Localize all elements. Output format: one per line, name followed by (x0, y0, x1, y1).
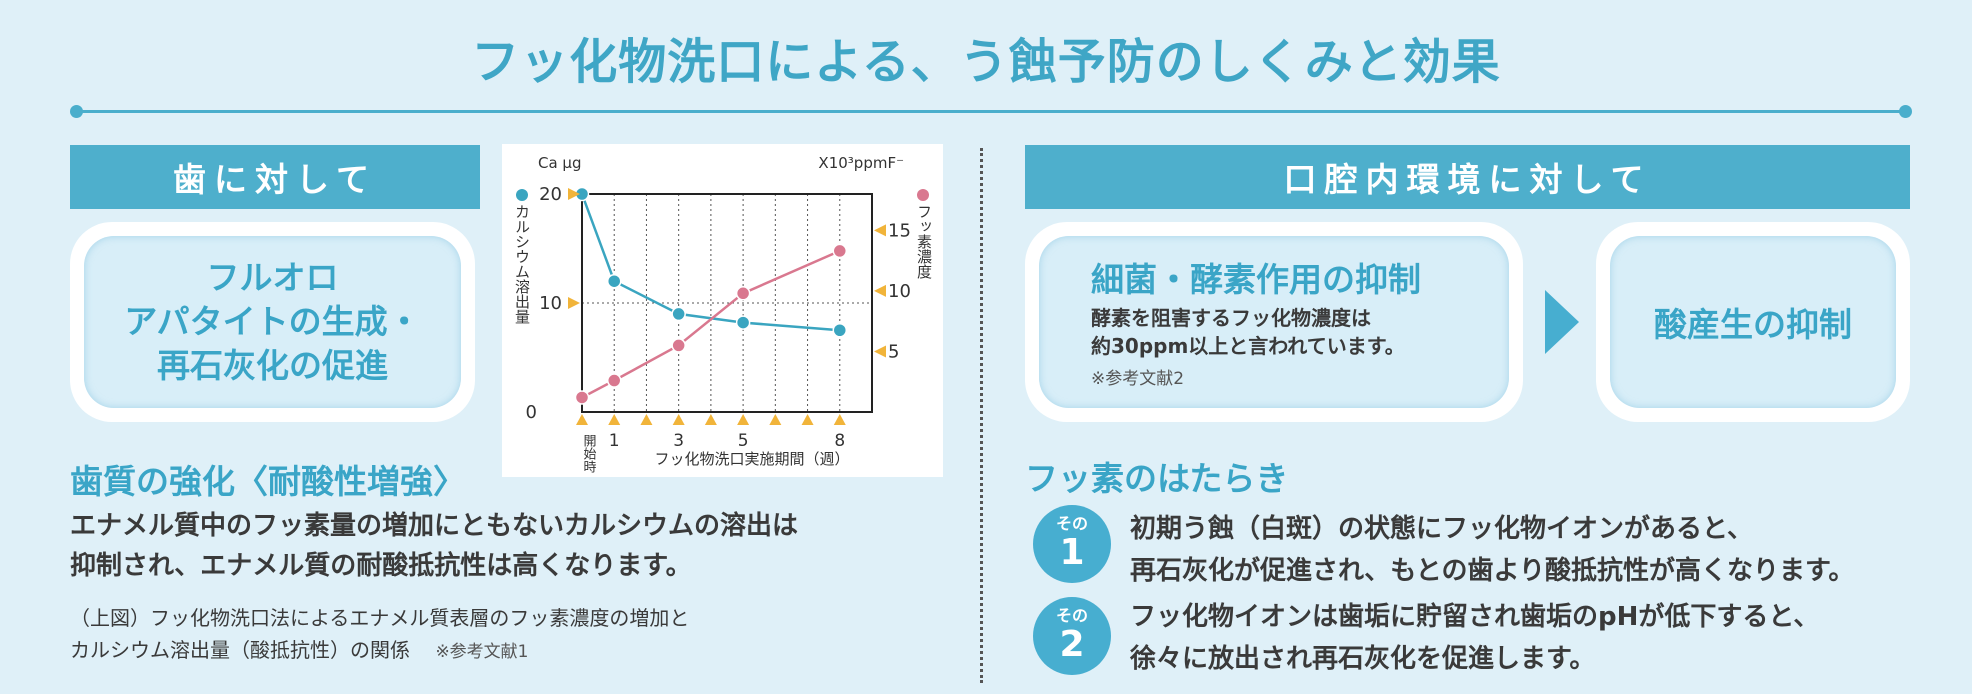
subheading-fluoride-role: フッ素のはたらき (1025, 459, 1289, 498)
week-marker (801, 414, 814, 425)
bubble-line: 約30ppm以上と言われています。 (1091, 333, 1405, 358)
data-point (832, 323, 848, 338)
y-left-tick-label: 10 (539, 293, 562, 314)
item-line: フッ化物イオンは歯垢に貯留され歯垢のpHが低下すると、 (1130, 602, 1820, 632)
divider-dot-left (70, 105, 83, 118)
bubble-line: 酵素を阻害するフッ化物濃度は (1091, 305, 1371, 330)
section-header-teeth: 歯に対して (70, 145, 480, 209)
tick-marker (568, 297, 580, 309)
week-marker (640, 414, 653, 425)
section-divider (980, 148, 983, 683)
y-left-tick-label: 20 (539, 184, 562, 205)
data-point (671, 338, 686, 353)
x-tick-label: 5 (738, 431, 749, 451)
right-unit-label: X10³ppmF⁻ (818, 154, 904, 172)
data-point (606, 373, 622, 388)
week-marker (576, 414, 588, 425)
bubble-title: 酸産生の抑制 (1654, 305, 1852, 344)
bubble-line: アパタイトの生成・ (124, 302, 421, 341)
data-point (671, 306, 686, 322)
y-left-tick-0: 0 (526, 402, 537, 423)
badge-number: 1 (1059, 532, 1085, 573)
x-tick-label: 8 (834, 431, 845, 451)
tick-marker (874, 284, 886, 297)
week-marker (769, 414, 782, 425)
item-badge-1: その 1 (1033, 505, 1111, 583)
arrow-right-icon (1545, 290, 1579, 354)
item-line: 再石灰化が促進され、もとの歯より酸抵抗性が高くなります。 (1130, 556, 1855, 586)
week-marker (608, 414, 621, 425)
week-marker (704, 414, 717, 425)
week-marker (833, 414, 846, 425)
reference-note: ※参考文献2 (1091, 368, 1185, 389)
data-point (735, 315, 751, 330)
description-line: 抑制され、エナメル質の耐酸抵抗性は高くなります。 (70, 551, 692, 581)
enamel-description: エナメル質中のフッ素量の増加にともないカルシウムの溶出は 抑制され、エナメル質の… (70, 506, 950, 586)
calcium-fluoride-chart: 20 10 15 10 5 1 3 5 8 Ca μg X10³ppmF⁻ 0 フッ化物洗口実施… (513, 154, 933, 473)
left-unit-label: Ca μg (538, 154, 582, 172)
reference-note: ※参考文献1 (435, 642, 529, 662)
y-right-tick-label: 15 (888, 220, 911, 241)
left-axis-label: カルシウム溶出量 (513, 204, 531, 324)
bubble-acid-suppression: 酸産生の抑制 (1596, 222, 1910, 422)
data-point (606, 273, 622, 289)
badge-label: その (1055, 514, 1088, 533)
subheading-enamel: 歯質の強化〈耐酸性増強〉 (70, 462, 466, 501)
data-point (832, 243, 848, 259)
caption-line: （上図）フッ化物洗口法によるエナメル質表層のフッ素濃度の増加と (70, 606, 690, 630)
fluoride-legend-dot (917, 189, 929, 201)
tick-marker (568, 188, 580, 200)
bubble-bacteria-enzyme: 細菌・酵素作用の抑制 酵素を阻害するフッ化物濃度は 約30ppm以上と言われてい… (1025, 222, 1523, 422)
data-point (574, 390, 590, 405)
tick-marker (874, 345, 886, 358)
item-line: 初期う蝕（白斑）の状態にフッ化物イオンがあると、 (1130, 514, 1753, 544)
week-marker (737, 414, 750, 425)
bubble-line: フルオロ (206, 258, 339, 297)
x-start-label: 開始時 (581, 434, 597, 473)
item-line: 徐々に放出され再石灰化を促進します。 (1130, 644, 1596, 674)
badge-label: その (1055, 606, 1088, 625)
plot-frame (581, 193, 873, 413)
caption-line: カルシウム溶出量（酸抵抗性）の関係 (70, 638, 410, 662)
item-text-1: 初期う蝕（白斑）の状態にフッ化物イオンがあると、 再石灰化が促進され、もとの歯よ… (1130, 508, 1930, 592)
description-line: エナメル質中のフッ素量の増加にともないカルシウムの溶出は (70, 511, 799, 541)
bubble-fluoroapatite: フルオロ アパタイトの生成・ 再石灰化の促進 (70, 222, 475, 422)
bubble-line: 再石灰化の促進 (157, 346, 388, 385)
chart-panel: 20 10 15 10 5 1 3 5 8 Ca μg X10³ppmF⁻ 0 フッ化物洗口実施… (502, 144, 943, 477)
chart-caption: （上図）フッ化物洗口法によるエナメル質表層のフッ素濃度の増加と カルシウム溶出量… (70, 602, 950, 668)
y-right-tick-label: 5 (888, 341, 899, 362)
x-tick-label: 1 (609, 431, 620, 451)
x-axis-label: フッ化物洗口実施期間（週） (654, 450, 849, 468)
right-axis-label: フッ素濃度 (915, 204, 933, 279)
divider-dot-right (1899, 105, 1912, 118)
item-badge-2: その 2 (1033, 597, 1111, 675)
calcium-legend-dot (516, 189, 528, 201)
data-point (735, 286, 751, 301)
week-marker (672, 414, 685, 425)
title-divider (76, 110, 1906, 113)
y-right-tick-label: 10 (888, 281, 911, 302)
bubble-title: 細菌・酵素作用の抑制 (1091, 259, 1421, 299)
x-tick-label: 3 (673, 431, 684, 451)
badge-number: 2 (1059, 624, 1085, 665)
item-text-2: フッ化物イオンは歯垢に貯留され歯垢のpHが低下すると、 徐々に放出され再石灰化を… (1130, 596, 1930, 680)
section-header-oral-environment: 口腔内環境に対して (1025, 145, 1910, 209)
page-title: フッ化物洗口による、う蝕予防のしくみと効果 (471, 34, 1501, 90)
tick-marker (874, 224, 886, 237)
